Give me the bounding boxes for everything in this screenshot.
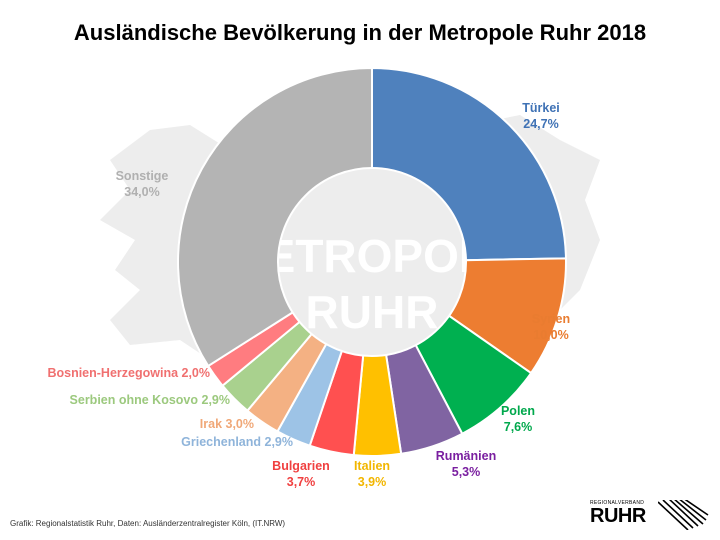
slice-name-label: Sonstige xyxy=(116,169,169,183)
slice-value-label: 10,0% xyxy=(533,328,568,342)
chart-title: Ausländische Bevölkerung in der Metropol… xyxy=(73,20,647,45)
slice-value-label: 3,7% xyxy=(287,475,316,489)
center-text-line1: METROPOLE xyxy=(226,230,517,282)
donut-hole xyxy=(277,167,467,357)
slice-label: Griechenland 2,9% xyxy=(181,435,293,449)
slice-label: Serbien ohne Kosovo 2,9% xyxy=(70,393,230,407)
slice-value-label: 5,3% xyxy=(452,465,481,479)
slice-label: Irak 3,0% xyxy=(200,417,254,431)
slice-value-label: 7,6% xyxy=(504,420,533,434)
slice-name-label: Syrien xyxy=(532,312,570,326)
slice-name-label: Türkei xyxy=(522,101,560,115)
slice-name-label: Rumänien xyxy=(436,449,496,463)
center-text-line2: RUHR xyxy=(306,286,439,338)
slice-value-label: 3,9% xyxy=(358,475,387,489)
slice-value-label: 34,0% xyxy=(124,185,159,199)
slice-name-label: Italien xyxy=(354,459,390,473)
logo-big-text: RUHR xyxy=(590,505,646,527)
slice-value-label: 24,7% xyxy=(523,117,558,131)
source-note: Grafik: Regionalstatistik Ruhr, Daten: A… xyxy=(10,519,286,528)
regionalverband-ruhr-logo: REGIONALVERBAND RUHR xyxy=(590,500,720,530)
logo-stripes-icon xyxy=(658,500,709,530)
slice-label: Bosnien-Herzegowina 2,0% xyxy=(47,366,210,380)
slice-name-label: Bulgarien xyxy=(272,459,330,473)
logo-small-text: REGIONALVERBAND xyxy=(590,500,645,506)
slice-name-label: Polen xyxy=(501,404,535,418)
